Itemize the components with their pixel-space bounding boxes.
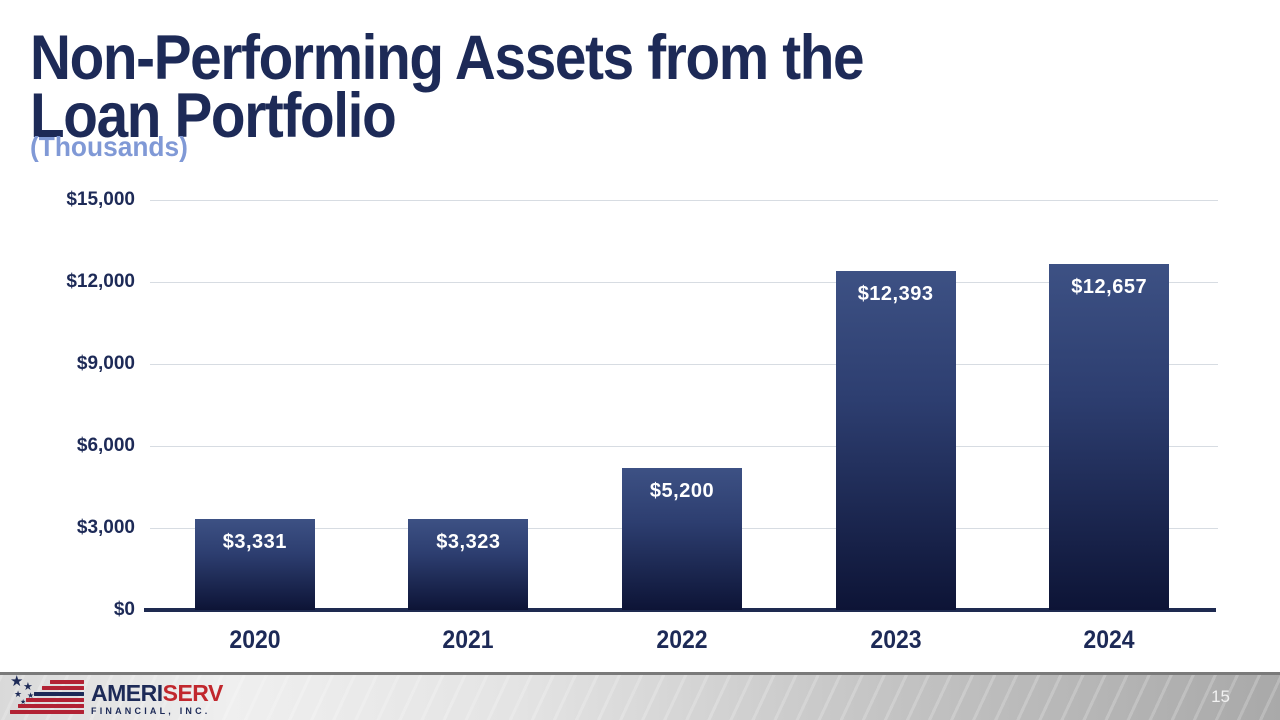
bar-2020: $3,331	[194, 518, 315, 610]
bar-value-label: $3,323	[436, 531, 501, 554]
ameriserv-logo: ★ ★ ★ ★ ★ AMERISERV FINANCIAL, INC.	[10, 674, 224, 717]
brand-text: AMERISERV FINANCIAL, INC.	[91, 680, 224, 717]
bar-value-label: $5,200	[649, 479, 715, 502]
x-axis-tick-label: 2021	[442, 626, 494, 654]
gridline	[150, 446, 1218, 447]
brand-ameri: AMERI	[91, 680, 163, 706]
gridline	[150, 364, 1218, 365]
brand-name: AMERISERV	[91, 680, 224, 706]
bar-2021: $3,323	[408, 519, 529, 610]
slide-title-line-1: Non-Performing Assets from the	[30, 23, 865, 94]
bar-2023: $12,393	[835, 271, 956, 610]
x-axis: 2020 2021 2022 2023 2024	[148, 626, 1216, 660]
gridline	[150, 200, 1218, 201]
bar-value-label: $12,657	[1071, 276, 1148, 299]
slide-subtitle: (Thousands)	[30, 131, 188, 162]
y-axis-tick-label: $6,000	[76, 435, 135, 456]
plot-area: $3,331 $3,323 $5,200 $12,393 $12,657	[144, 200, 1218, 612]
x-axis-tick-label: 2020	[229, 626, 281, 654]
y-axis-tick-label: $15,000	[66, 189, 135, 210]
brand-subtext: FINANCIAL, INC.	[91, 706, 211, 716]
y-axis-tick-label: $0	[113, 599, 135, 620]
bar-2024: $12,657	[1049, 264, 1170, 610]
x-axis-tick-label: 2024	[1083, 626, 1135, 654]
y-axis-tick-label: $3,000	[76, 517, 135, 538]
slide-title-line-2: Loan Portfolio	[30, 81, 397, 152]
y-axis-tick-label: $12,000	[66, 271, 135, 292]
x-axis-tick-label: 2022	[656, 626, 708, 654]
us-flag-stars-stripes-icon: ★ ★ ★ ★ ★	[10, 674, 84, 716]
page-number: 15	[1211, 687, 1230, 706]
y-axis: $15,000 $12,000 $9,000 $6,000 $3,000 $0	[0, 189, 135, 620]
flag-stripes	[10, 680, 84, 714]
bar-2022: $5,200	[622, 467, 742, 610]
bar-value-label: $12,393	[857, 283, 934, 306]
footer-bar: ★ ★ ★ ★ ★ AMERISERV FINANCIAL, INC. 15	[0, 672, 1280, 720]
y-axis-tick-label: $9,000	[76, 353, 135, 374]
x-axis-tick-label: 2023	[870, 626, 922, 654]
brand-serv: SERV	[162, 680, 224, 706]
slide-title: Non-Performing Assets from the Loan Port…	[30, 23, 956, 152]
bar-value-label: $3,331	[222, 530, 287, 553]
x-axis-line	[144, 608, 1216, 612]
gridline	[150, 282, 1218, 283]
